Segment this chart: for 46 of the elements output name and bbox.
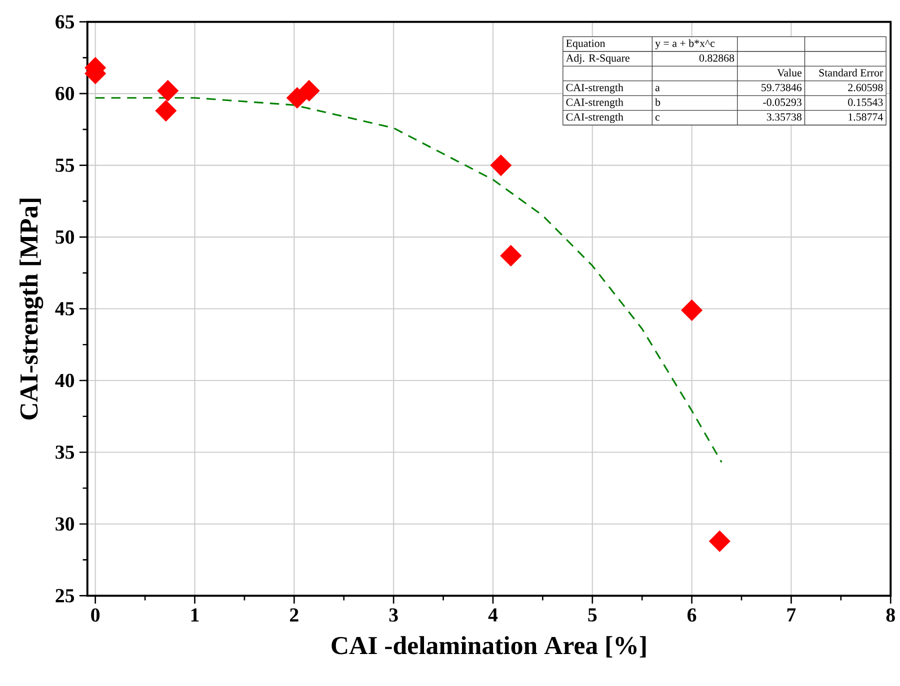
- x-tick-label: 7: [787, 608, 796, 622]
- y-tick-label: 50: [56, 230, 74, 244]
- x-tick-label: 1: [191, 608, 199, 622]
- y-tick-label: 35: [56, 446, 74, 459]
- annotation: CAI-strength: [566, 112, 624, 123]
- point: [157, 80, 179, 102]
- y-tick-label: 45: [55, 302, 74, 316]
- annotation: 0.82868: [699, 54, 734, 62]
- annotation: -0.05293: [763, 98, 802, 106]
- annotation: 0.15543: [848, 98, 883, 106]
- x-tick-label: 3: [389, 608, 398, 622]
- y-tick-label: 30: [56, 517, 74, 531]
- y-tick-label: 65: [56, 15, 74, 28]
- x-tick-label: 2: [290, 608, 298, 622]
- x-tick-label: 5: [588, 608, 597, 622]
- annotation: a: [655, 86, 660, 92]
- y-axis-title: CAI-strength [MPa]: [20, 198, 44, 420]
- annotation: Adj. R-Square: [566, 54, 630, 64]
- y-tick-label: 25: [56, 589, 74, 602]
- y-tick-label: 40: [55, 374, 74, 388]
- x-axis-title: CAI -delamination Area [%]: [332, 636, 646, 658]
- annotation: Standard Error: [819, 68, 884, 76]
- y-tick-label: 60: [56, 86, 74, 100]
- annotation: 2.60598: [848, 84, 883, 92]
- point: [286, 87, 308, 109]
- point: [155, 100, 177, 122]
- x-tick-label: 4: [488, 608, 498, 622]
- point: [708, 530, 730, 552]
- annotation: 59.73846: [762, 84, 802, 92]
- annotation: y = a + b*x^c: [655, 39, 715, 50]
- annotation: b: [655, 98, 660, 106]
- annotation: Equation: [566, 40, 606, 50]
- annotation: c: [655, 115, 660, 121]
- y-tick-label: 55: [56, 158, 74, 172]
- x-tick-label: 8: [886, 608, 895, 622]
- point: [298, 80, 320, 102]
- point: [490, 154, 512, 176]
- x-tick-label: 0: [91, 608, 100, 622]
- point: [681, 299, 702, 321]
- annotation: 1.58774: [848, 113, 883, 121]
- annotation: CAI-strength: [566, 98, 624, 108]
- annotation: CAI-strength: [566, 83, 624, 94]
- point: [500, 244, 522, 266]
- annotation: Value: [777, 68, 802, 76]
- annotation: 3.35738: [766, 113, 802, 121]
- x-tick-label: 6: [688, 608, 696, 622]
